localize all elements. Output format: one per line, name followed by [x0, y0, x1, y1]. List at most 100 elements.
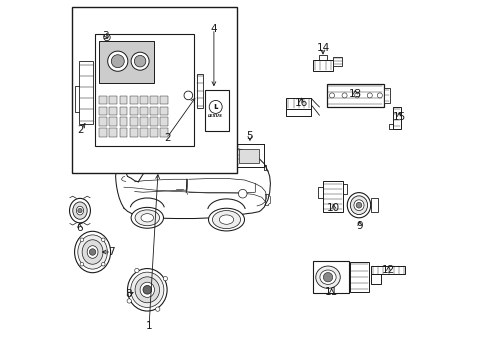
Bar [109, 128, 117, 137]
Bar [99, 117, 107, 126]
Circle shape [134, 268, 139, 273]
Bar [160, 96, 167, 104]
Bar [140, 96, 147, 104]
Bar [109, 96, 117, 104]
Circle shape [354, 93, 359, 98]
Text: ʟ: ʟ [213, 102, 218, 112]
Bar [120, 107, 127, 115]
Text: 5: 5 [246, 131, 253, 141]
Circle shape [80, 262, 83, 266]
Bar [72, 7, 237, 173]
Text: 9: 9 [356, 221, 362, 231]
Bar [129, 128, 137, 137]
Bar [99, 107, 107, 115]
Bar [312, 60, 332, 71]
Bar [129, 107, 137, 115]
Bar [197, 74, 203, 108]
Circle shape [329, 93, 334, 98]
Circle shape [163, 276, 167, 281]
Circle shape [80, 238, 83, 242]
Circle shape [366, 93, 371, 98]
Circle shape [107, 51, 127, 71]
Circle shape [355, 202, 361, 208]
Bar [149, 107, 158, 115]
Circle shape [131, 52, 149, 70]
Text: LEXUS: LEXUS [208, 114, 223, 118]
Text: 12: 12 [381, 265, 394, 275]
Bar [285, 98, 311, 109]
Text: 3: 3 [102, 31, 109, 41]
Bar [239, 149, 258, 163]
Text: 16: 16 [294, 98, 307, 108]
Text: 13: 13 [348, 89, 361, 99]
Ellipse shape [315, 266, 340, 288]
Circle shape [78, 208, 82, 213]
Text: 7: 7 [108, 247, 114, 257]
Ellipse shape [73, 202, 87, 219]
Ellipse shape [75, 231, 110, 273]
Circle shape [323, 273, 332, 282]
Circle shape [183, 91, 192, 100]
Circle shape [127, 299, 131, 303]
Bar [120, 117, 127, 126]
Circle shape [209, 100, 222, 113]
Ellipse shape [131, 207, 163, 228]
Circle shape [342, 93, 346, 98]
Bar [140, 128, 147, 137]
Bar [326, 84, 384, 107]
Ellipse shape [140, 282, 154, 297]
Text: 10: 10 [326, 203, 340, 213]
Bar [109, 107, 117, 115]
Bar [140, 117, 147, 126]
Circle shape [89, 249, 96, 255]
Circle shape [102, 262, 105, 266]
Text: 2: 2 [77, 125, 84, 135]
Bar [99, 96, 107, 104]
Circle shape [111, 55, 124, 68]
Circle shape [377, 93, 382, 98]
Text: 4: 4 [210, 24, 217, 34]
Ellipse shape [127, 269, 167, 311]
Ellipse shape [130, 272, 163, 307]
Text: 1: 1 [145, 321, 152, 331]
Bar [120, 96, 127, 104]
Circle shape [103, 34, 110, 41]
Circle shape [134, 55, 145, 67]
Circle shape [102, 238, 105, 242]
Bar [160, 128, 167, 137]
Bar [120, 128, 127, 137]
Circle shape [142, 285, 151, 294]
Ellipse shape [87, 246, 98, 258]
Bar [79, 61, 93, 124]
Bar [392, 107, 400, 129]
Bar [349, 262, 368, 292]
Ellipse shape [349, 196, 367, 215]
Text: 6: 6 [76, 222, 83, 233]
Bar [204, 90, 229, 131]
Bar [384, 88, 389, 103]
Bar [99, 128, 107, 137]
Ellipse shape [135, 277, 159, 303]
Bar [109, 117, 117, 126]
Bar [140, 107, 147, 115]
Ellipse shape [346, 193, 370, 218]
Ellipse shape [208, 208, 244, 231]
Bar [129, 117, 137, 126]
Ellipse shape [69, 198, 90, 223]
Bar [149, 96, 158, 104]
Circle shape [238, 189, 246, 198]
Bar [149, 128, 158, 137]
Bar [129, 96, 137, 104]
Text: 15: 15 [392, 112, 405, 122]
Bar [322, 181, 342, 212]
Bar [149, 117, 158, 126]
Circle shape [155, 307, 160, 311]
Ellipse shape [78, 235, 107, 269]
Bar [160, 107, 167, 115]
Ellipse shape [141, 213, 153, 222]
Ellipse shape [353, 200, 363, 211]
Text: 2: 2 [163, 132, 170, 143]
Ellipse shape [82, 240, 103, 264]
Bar [160, 117, 167, 126]
Ellipse shape [76, 206, 83, 215]
